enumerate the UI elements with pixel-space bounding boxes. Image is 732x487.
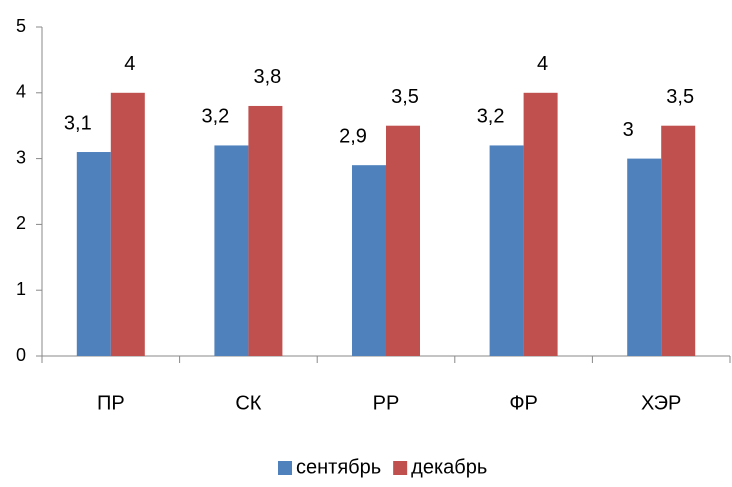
- bar: [627, 158, 662, 356]
- data-label: 3,2: [201, 106, 229, 128]
- legend-swatch: [393, 461, 408, 475]
- data-label: 3,5: [391, 86, 419, 108]
- data-label: 3,2: [477, 106, 505, 128]
- bar: [489, 145, 524, 356]
- bar: [352, 165, 386, 356]
- y-tick-label: 2: [16, 213, 26, 233]
- bar: [76, 152, 111, 356]
- x-tick-label: СК: [235, 392, 261, 414]
- y-tick-label: 4: [16, 82, 26, 102]
- bar: [661, 125, 696, 356]
- bar: [523, 92, 558, 357]
- data-label: 3,8: [253, 66, 281, 88]
- bar: [386, 125, 420, 356]
- data-label: 4: [124, 53, 135, 75]
- y-tick-label: 1: [16, 279, 26, 299]
- bar: [110, 92, 145, 357]
- data-label: 2,9: [339, 125, 367, 147]
- data-label: 3,5: [666, 86, 694, 108]
- bar: [248, 105, 283, 357]
- y-tick-label: 3: [16, 147, 26, 167]
- data-label: 3: [623, 119, 634, 141]
- x-tick-label: ХЭР: [641, 392, 681, 414]
- y-tick-label: 0: [16, 345, 26, 365]
- legend-swatch: [278, 461, 292, 475]
- legend-label: сентябрь: [296, 456, 381, 478]
- bar: [214, 145, 249, 356]
- x-tick-label: ПР: [97, 392, 125, 414]
- legend-label: декабрь: [411, 456, 487, 478]
- data-label: 3,1: [64, 112, 92, 134]
- y-tick-label: 5: [16, 16, 26, 36]
- x-tick-label: ФР: [509, 392, 538, 414]
- x-tick-label: РР: [373, 392, 400, 414]
- data-label: 4: [537, 53, 548, 75]
